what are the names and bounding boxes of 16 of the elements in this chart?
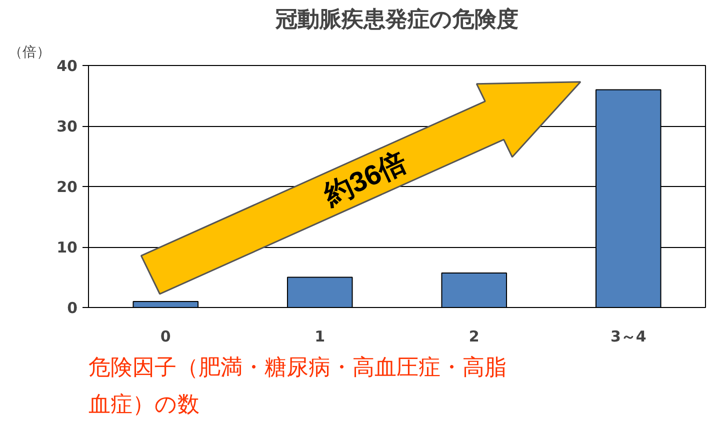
chart-title: 冠動脈疾患発症の危険度 [274, 6, 518, 32]
annotation: 約36倍 [318, 146, 412, 212]
x-tick-label: 2 [468, 328, 480, 346]
y-tick-label: 30 [56, 118, 78, 136]
bar [132, 300, 199, 308]
x-tick-label: 3～4 [610, 328, 646, 346]
bar [441, 272, 508, 308]
bar [286, 276, 353, 308]
x-tick-label: 0 [160, 328, 171, 346]
y-tick-label: 40 [56, 57, 78, 75]
x-tick-label: 1 [314, 328, 326, 346]
y-axis-title: （倍） [8, 44, 50, 60]
y-tick-label: 10 [56, 238, 78, 256]
x-axis-title: 危険因子（肥満・糖尿病・高血圧症・高脂血症）の数 [88, 356, 506, 418]
y-tick-label: 20 [56, 178, 78, 196]
y-tick-label: 0 [67, 299, 78, 317]
